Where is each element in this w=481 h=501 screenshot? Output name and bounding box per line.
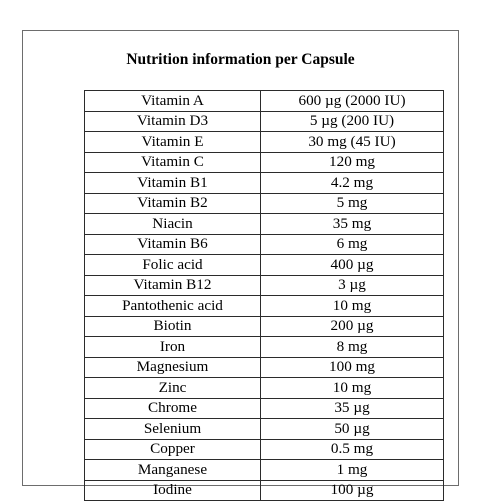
nutrient-name-cell: Vitamin B2 [84, 192, 261, 214]
nutrient-amount-cell: 10 mg [260, 377, 444, 399]
table-row: Iodine 100 µg [84, 479, 444, 501]
table-row: Vitamin A 600 µg (2000 IU) [84, 90, 444, 112]
nutrient-amount-cell: 3 µg [260, 274, 444, 296]
table-row: Vitamin B12 3 µg [84, 274, 444, 296]
nutrient-name-cell: Chrome [84, 397, 261, 419]
nutrient-amount-cell: 6 mg [260, 233, 444, 255]
nutrient-name-cell: Copper [84, 438, 261, 460]
table-row: Vitamin E 30 mg (45 IU) [84, 131, 444, 153]
nutrient-name-cell: Niacin [84, 213, 261, 235]
nutrition-table-body: Vitamin A 600 µg (2000 IU) Vitamin D3 5 µg … [84, 90, 444, 501]
nutrient-amount-cell: 200 µg [260, 315, 444, 337]
nutrient-amount-cell: 600 µg (2000 IU) [260, 90, 444, 112]
table-row: Vitamin B6 6 mg [84, 233, 444, 255]
table-row: Zinc 10 mg [84, 377, 444, 399]
nutrient-amount-cell: 30 mg (45 IU) [260, 131, 444, 153]
table-row: Chrome 35 µg [84, 397, 444, 419]
nutrient-name-cell: Vitamin E [84, 131, 261, 153]
nutrient-name-cell: Vitamin D3 [84, 110, 261, 132]
table-row: Vitamin C 120 mg [84, 151, 444, 173]
nutrient-amount-cell: 400 µg [260, 254, 444, 276]
nutrient-amount-cell: 35 mg [260, 213, 444, 235]
nutrient-name-cell: Folic acid [84, 254, 261, 276]
nutrient-amount-cell: 10 mg [260, 295, 444, 317]
nutrient-name-cell: Biotin [84, 315, 261, 337]
table-row: Pantothenic acid 10 mg [84, 295, 444, 317]
nutrient-amount-cell: 1 mg [260, 459, 444, 481]
nutrient-amount-cell: 5 mg [260, 192, 444, 214]
nutrient-name-cell: Magnesium [84, 356, 261, 378]
nutrient-amount-cell: 100 µg [260, 479, 444, 501]
table-row: Vitamin B1 4.2 mg [84, 172, 444, 194]
nutrition-panel: Nutrition information per Capsule Vitami… [22, 30, 459, 501]
nutrient-name-cell: Zinc [84, 377, 261, 399]
nutrient-amount-cell: 8 mg [260, 336, 444, 358]
nutrient-amount-cell: 4.2 mg [260, 172, 444, 194]
nutrient-name-cell: Vitamin A [84, 90, 261, 112]
nutrient-name-cell: Selenium [84, 418, 261, 440]
table-row: Selenium 50 µg [84, 418, 444, 440]
table-row: Vitamin B2 5 mg [84, 192, 444, 214]
nutrient-name-cell: Pantothenic acid [84, 295, 261, 317]
nutrient-name-cell: Vitamin B12 [84, 274, 261, 296]
table-row: Biotin 200 µg [84, 315, 444, 337]
nutrient-amount-cell: 50 µg [260, 418, 444, 440]
table-row: Niacin 35 mg [84, 213, 444, 235]
nutrient-name-cell: Manganese [84, 459, 261, 481]
nutrient-amount-cell: 100 mg [260, 356, 444, 378]
table-row: Copper 0.5 mg [84, 438, 444, 460]
nutrition-table: Vitamin A 600 µg (2000 IU) Vitamin D3 5 µg … [84, 90, 444, 501]
nutrient-amount-cell: 35 µg [260, 397, 444, 419]
nutrient-name-cell: Vitamin C [84, 151, 261, 173]
nutrient-name-cell: Vitamin B1 [84, 172, 261, 194]
table-row: Folic acid 400 µg [84, 254, 444, 276]
nutrient-name-cell: Iron [84, 336, 261, 358]
nutrient-name-cell: Vitamin B6 [84, 233, 261, 255]
nutrient-name-cell: Iodine [84, 479, 261, 501]
nutrient-amount-cell: 5 µg (200 IU) [260, 110, 444, 132]
table-row: Magnesium 100 mg [84, 356, 444, 378]
table-row: Manganese 1 mg [84, 459, 444, 481]
table-row: Vitamin D3 5 µg (200 IU) [84, 110, 444, 132]
panel-title: Nutrition information per Capsule [126, 51, 355, 68]
nutrient-amount-cell: 120 mg [260, 151, 444, 173]
nutrient-amount-cell: 0.5 mg [260, 438, 444, 460]
table-row: Iron 8 mg [84, 336, 444, 358]
